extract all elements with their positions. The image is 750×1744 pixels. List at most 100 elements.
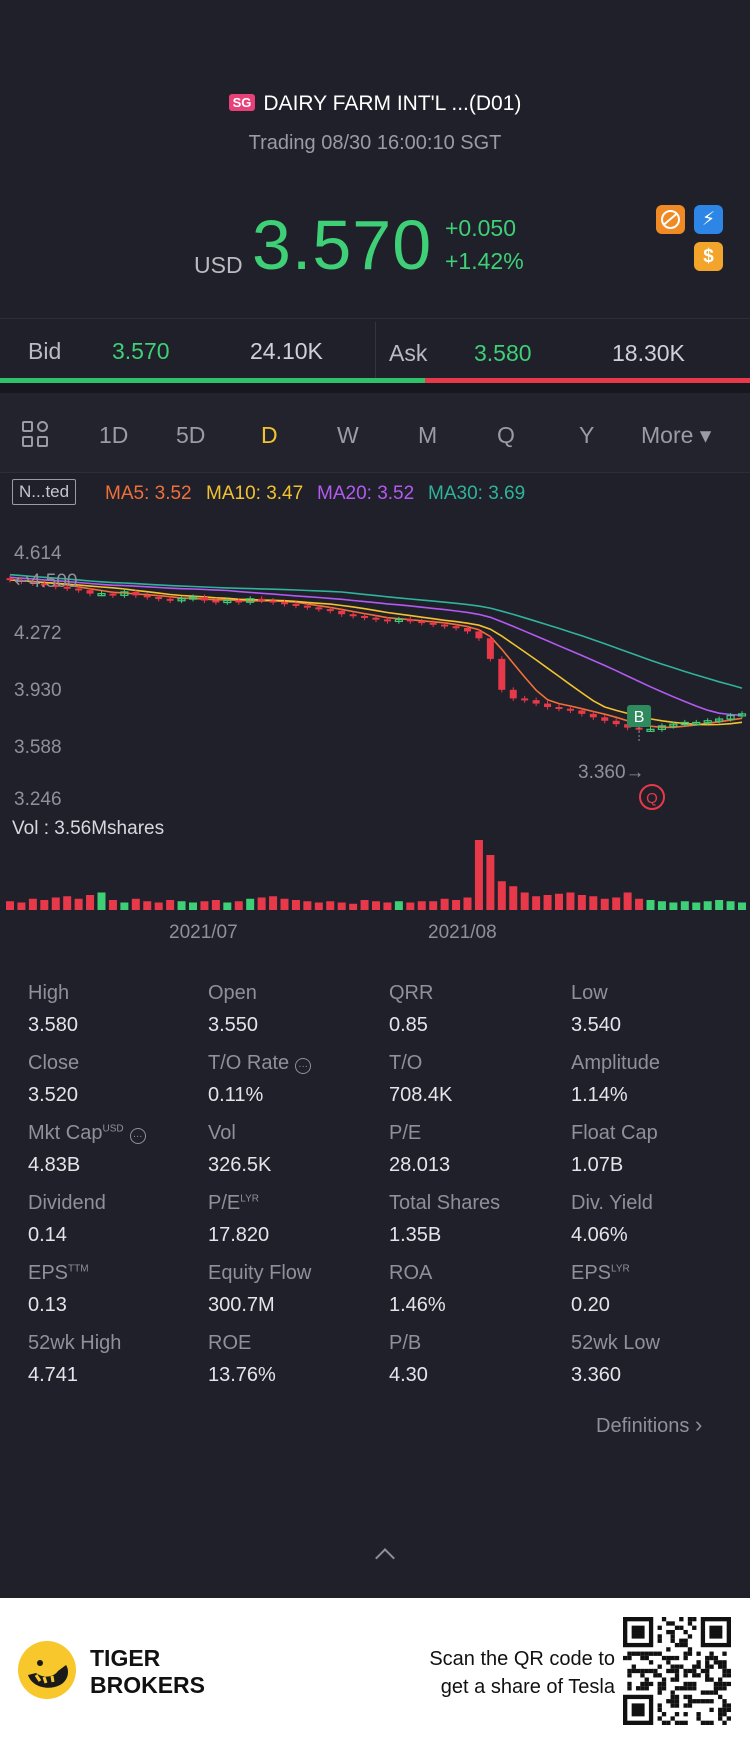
stat-label: P/ELYR: [208, 1192, 259, 1214]
tab-quarterly[interactable]: Q: [497, 422, 515, 448]
stat-label: Close: [28, 1052, 80, 1074]
qr-module: [679, 1625, 684, 1630]
volume-bar: [17, 902, 26, 910]
candle: [452, 626, 460, 629]
qr-module: [696, 1664, 701, 1669]
qr-module: [674, 1703, 680, 1708]
candle: [200, 597, 208, 601]
qr-code[interactable]: [623, 1617, 731, 1725]
stat-label: Mkt CapUSD…: [28, 1122, 146, 1145]
volume-bar: [314, 902, 323, 910]
stat-label: 52wk Low: [571, 1332, 660, 1354]
stat-value: 4.83B: [28, 1154, 81, 1176]
qr-module: [722, 1664, 727, 1669]
candle: [441, 624, 449, 627]
ask-ratio-bar: [425, 378, 750, 383]
qr-module: [709, 1707, 714, 1713]
layout-grid-icon[interactable]: [22, 421, 50, 449]
qr-module: [683, 1655, 688, 1661]
qr-module: [674, 1720, 680, 1725]
qr-module: [700, 1720, 706, 1725]
qr-module: [726, 1673, 731, 1678]
stat-value: 28.013: [389, 1154, 451, 1176]
qr-module: [640, 1686, 645, 1691]
tab-yearly[interactable]: Y: [579, 422, 595, 448]
qr-module: [644, 1681, 649, 1687]
qr-module: [718, 1681, 723, 1687]
info-icon[interactable]: …: [295, 1058, 312, 1074]
qr-module: [648, 1681, 654, 1687]
qr-module: [631, 1651, 636, 1656]
qr-module: [709, 1720, 714, 1725]
stat-value: 3.520: [28, 1084, 79, 1106]
stat-label: Amplitude: [571, 1052, 660, 1074]
qr-module: [683, 1651, 688, 1656]
candle: [97, 593, 106, 597]
stat-label: ROE: [208, 1332, 252, 1354]
dollar-icon[interactable]: $: [694, 242, 723, 271]
definitions-link[interactable]: Definitions ›: [596, 1412, 703, 1437]
indicator-selector[interactable]: N...ted: [12, 479, 77, 505]
qr-module: [722, 1720, 727, 1725]
qr-module: [705, 1664, 710, 1669]
stat-label: Equity Flow: [208, 1262, 312, 1284]
volume-bar: [280, 898, 289, 910]
volume-bar: [566, 892, 575, 910]
stat-label: Open: [208, 982, 257, 1004]
stock-title[interactable]: SG DAIRY FARM INT'L ...(D01): [0, 92, 750, 116]
price-change-pct: +1.42%: [445, 248, 524, 274]
no-short-icon[interactable]: [656, 205, 685, 234]
volume-bar: [497, 881, 506, 910]
stat-value: 4.30: [389, 1364, 428, 1386]
candle: [692, 721, 701, 726]
candle: [703, 720, 712, 724]
qr-module: [713, 1686, 719, 1691]
tab-weekly[interactable]: W: [337, 422, 359, 448]
volume-bar: [40, 900, 49, 910]
chevron-up-icon[interactable]: [375, 1548, 395, 1568]
candle: [521, 698, 529, 701]
qr-module: [627, 1668, 632, 1674]
ma5-value: MA5: 3.52: [105, 483, 192, 504]
currency-label: USD: [194, 252, 243, 278]
qr-module: [683, 1681, 688, 1687]
stat-value: 3.580: [28, 1014, 79, 1036]
qr-module: [709, 1677, 714, 1682]
qr-module: [718, 1694, 723, 1700]
qr-module: [657, 1703, 662, 1708]
candle: [212, 600, 220, 603]
volume-bar: [97, 892, 106, 910]
tab-1d[interactable]: 1D: [99, 422, 129, 448]
qr-module: [687, 1686, 693, 1691]
tab-monthly[interactable]: M: [418, 422, 438, 448]
qr-module: [692, 1686, 697, 1691]
qr-module: [674, 1655, 680, 1661]
volume-bar: [337, 902, 346, 910]
ma10-value: MA10: 3.47: [206, 483, 304, 504]
candlestick-chart[interactable]: BQ: [0, 525, 750, 945]
ma20-line: [9, 576, 743, 717]
volume-bar: [417, 901, 426, 910]
y-tick: 3.246: [14, 789, 62, 810]
info-icon[interactable]: …: [129, 1128, 146, 1144]
volume-bar: [657, 901, 666, 910]
qr-module: [627, 1681, 632, 1687]
tab-5d[interactable]: 5D: [176, 422, 206, 448]
lightning-1-icon[interactable]: ⚡: [694, 205, 723, 234]
qr-module: [692, 1617, 697, 1622]
qr-module: [666, 1668, 671, 1674]
stat-label: Low: [571, 982, 608, 1004]
qr-module: [661, 1720, 667, 1725]
tab-more[interactable]: More ▾: [641, 422, 712, 448]
volume-bar: [28, 898, 37, 910]
qr-module: [705, 1660, 710, 1665]
volume-bar: [429, 901, 438, 910]
qr-module: [692, 1673, 697, 1678]
tiger-logo-icon: [18, 1641, 76, 1699]
qr-module: [687, 1703, 693, 1708]
tab-daily[interactable]: D: [261, 422, 278, 448]
stat-label: EPSTTM: [28, 1262, 89, 1284]
qr-module: [644, 1677, 649, 1682]
qr-module: [674, 1673, 680, 1678]
candle: [578, 710, 586, 714]
